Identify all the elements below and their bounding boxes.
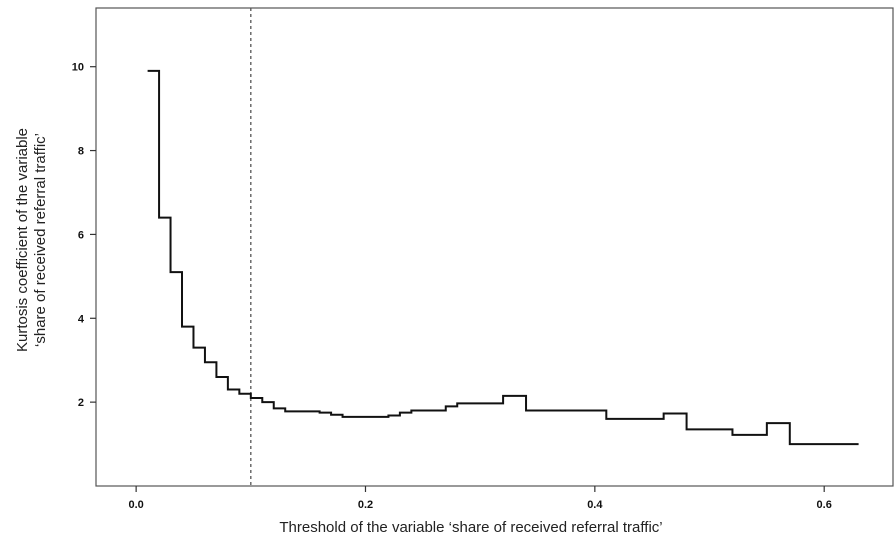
y-axis-title-line-1: Kurtosis coefficient of the variable bbox=[14, 128, 31, 352]
y-tick-label: 10 bbox=[72, 62, 84, 74]
plot-frame bbox=[95, 7, 894, 487]
plot-border bbox=[95, 7, 894, 487]
x-tick-label: 0.6 bbox=[817, 499, 832, 511]
y-tick-label: 8 bbox=[78, 146, 84, 158]
kurtosis-series-line bbox=[147, 69, 859, 446]
y-tick-label: 2 bbox=[78, 397, 84, 409]
axis-ticks: 2 4 6 8 10 0.0 0.2 0.4 0.6 bbox=[72, 62, 832, 511]
y-tick-label: 6 bbox=[78, 229, 84, 241]
x-tick-label: 0.4 bbox=[587, 499, 603, 511]
x-axis-title: Threshold of the variable ‘share of rece… bbox=[279, 519, 662, 536]
y-tick-label: 4 bbox=[78, 313, 85, 325]
y-axis-title-line-2: ‘share of received referral traffic’ bbox=[32, 133, 49, 347]
x-tick-label: 0.2 bbox=[358, 499, 373, 511]
x-tick-label: 0.0 bbox=[128, 499, 143, 511]
